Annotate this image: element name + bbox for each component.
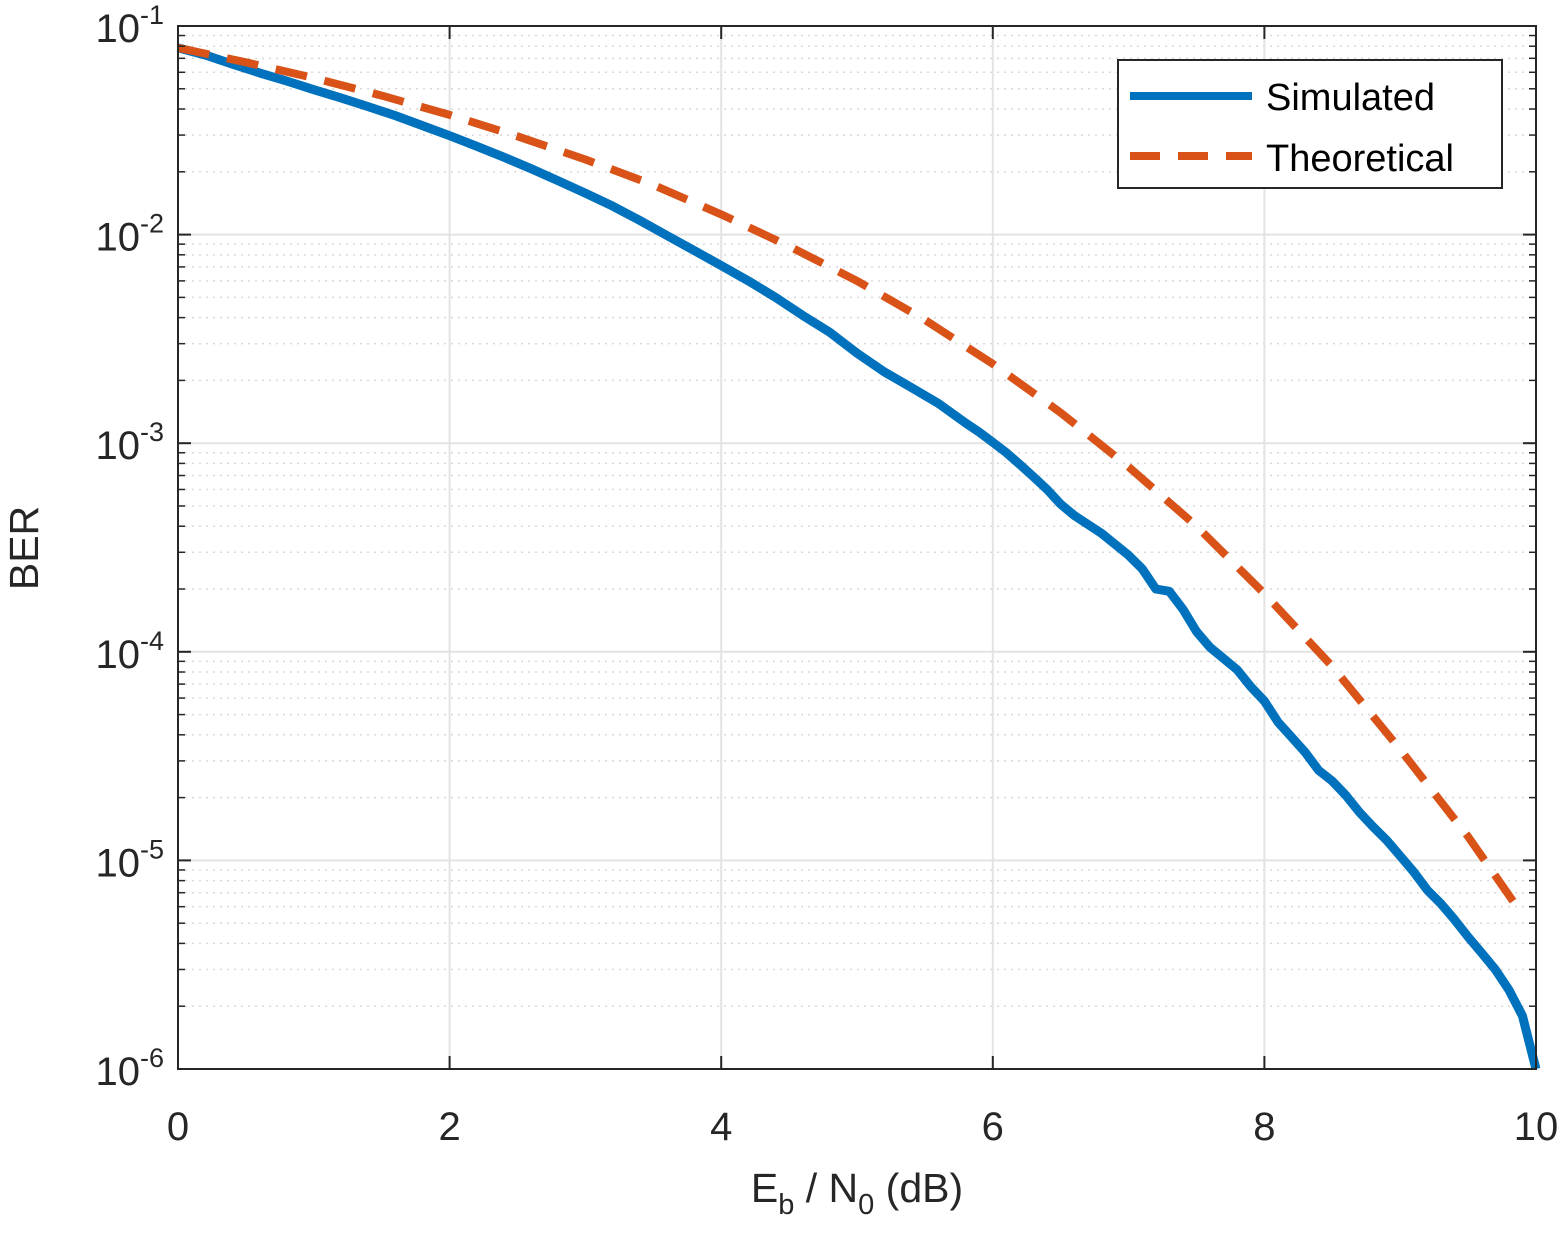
x-axis-label-unit: (dB) — [874, 1165, 963, 1211]
x-tick-label: 8 — [1253, 1105, 1275, 1149]
y-tick-label: 10-3 — [95, 417, 164, 468]
series-line-theoretical — [177, 43, 1526, 917]
x-tick-label: 0 — [167, 1105, 189, 1149]
minor-grid — [178, 34, 1536, 1007]
x-axis-label-e: E — [751, 1165, 778, 1211]
legend-label-theoretical: Theoretical — [1266, 138, 1454, 180]
series-layer — [176, 43, 1541, 1071]
x-tick-label: 2 — [438, 1105, 460, 1149]
tick-marks — [177, 25, 1537, 1070]
y-tick-label: 10-5 — [95, 834, 164, 885]
x-axis-label: Eb / N0 (dB) — [751, 1165, 963, 1221]
legend-label-simulated: Simulated — [1266, 77, 1435, 119]
y-tick-label: 10-2 — [95, 209, 164, 260]
x-axis-label-e-sub: b — [778, 1189, 794, 1221]
x-tick-labels: 0 2 4 6 8 10 — [167, 1105, 1558, 1149]
legend-box — [1117, 59, 1503, 189]
plot-area — [178, 26, 1536, 1069]
x-axis-label-sep: / N — [794, 1165, 858, 1211]
x-tick-label: 4 — [710, 1105, 732, 1149]
x-tick-label: 6 — [982, 1105, 1004, 1149]
y-tick-label: 10-1 — [95, 0, 164, 51]
y-tick-label: 10-6 — [95, 1043, 164, 1094]
series-line-simulated — [176, 43, 1541, 1071]
x-axis-label-n-sub: 0 — [858, 1189, 874, 1221]
y-tick-label: 10-4 — [95, 626, 164, 677]
legend: Simulated Theoretical — [1117, 59, 1503, 189]
axes-box — [177, 25, 1537, 1070]
x-tick-label: 10 — [1514, 1105, 1559, 1149]
y-tick-labels: 10-1 10-2 10-3 10-4 10-5 10-6 — [95, 0, 164, 1094]
y-axis-label: BER — [1, 506, 47, 590]
